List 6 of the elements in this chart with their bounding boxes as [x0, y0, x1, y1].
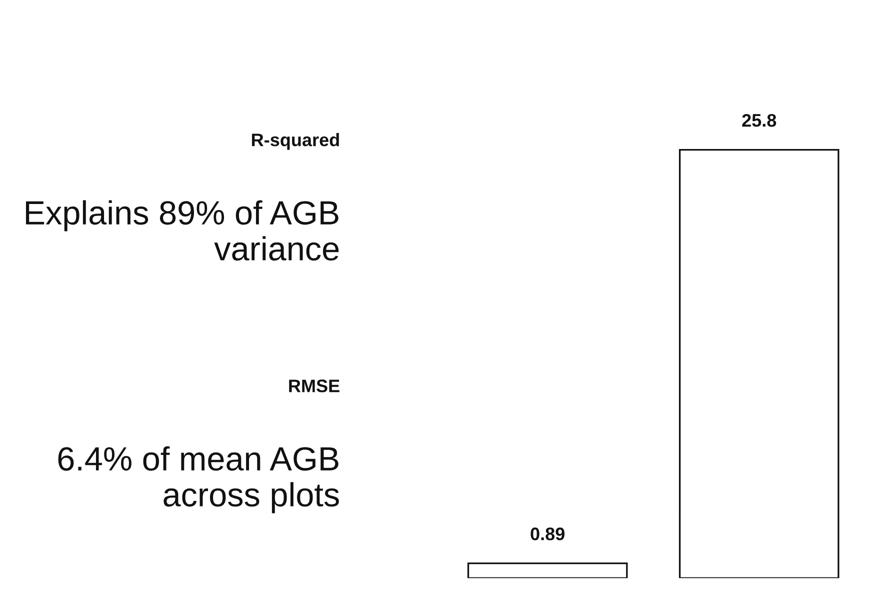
text: RMSE [289, 380, 340, 392]
data-label: 0.89 [530, 528, 564, 540]
data-label: 25.8 [742, 114, 776, 127]
text: R-squared [252, 133, 339, 150]
text: Explains 89% of AGB variance [26, 200, 339, 261]
text: 6.4% of mean AGB across plots [58, 446, 339, 514]
